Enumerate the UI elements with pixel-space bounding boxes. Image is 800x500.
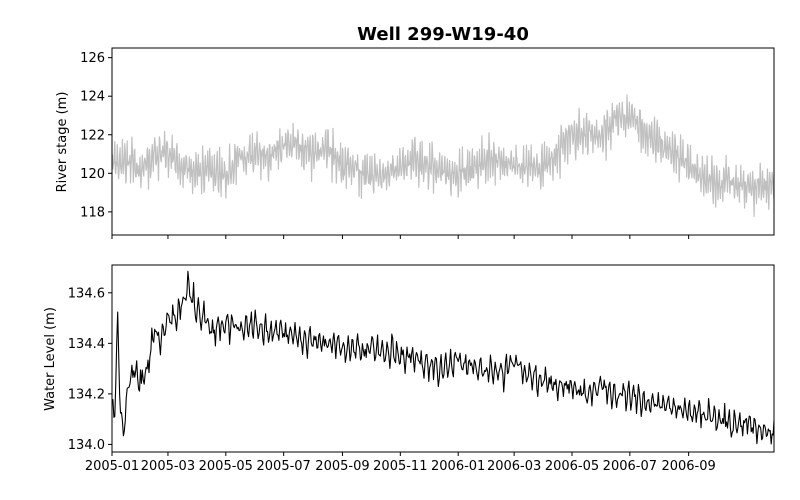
bottom-xtick-label: 2005-07 xyxy=(257,459,311,474)
water-level-series-line xyxy=(111,270,775,445)
top-ytick-label: 122 xyxy=(80,128,105,143)
bottom-plot-area xyxy=(112,265,774,452)
top-ytick-label: 124 xyxy=(80,90,105,105)
water-level-panel: 134.0 134.2 134.4 134.6 2005-01 2005-03 2005-0… xyxy=(43,264,775,474)
bottom-ytick-label: 134.0 xyxy=(68,438,105,453)
top-ylabel: River stage (m) xyxy=(55,92,70,193)
bottom-xtick-label: 2005-05 xyxy=(199,459,253,474)
river-stage-series-line xyxy=(111,94,775,217)
top-ytick-label: 126 xyxy=(80,51,105,66)
bottom-xtick-label: 2006-07 xyxy=(603,459,657,474)
top-frame xyxy=(111,47,775,236)
chart-title: Well 299-W19-40 xyxy=(357,24,529,45)
bottom-xtick-label: 2006-09 xyxy=(661,459,715,474)
bottom-ytick-label: 134.4 xyxy=(68,337,105,352)
bottom-xtick-label: 2005-09 xyxy=(315,459,369,474)
top-ytick-label: 118 xyxy=(80,205,105,220)
bottom-frame xyxy=(111,264,775,453)
bottom-ytick-label: 134.2 xyxy=(68,387,105,402)
bottom-ytick-label: 134.6 xyxy=(68,286,105,301)
bottom-ylabel: Water Level (m) xyxy=(43,307,58,411)
bottom-xtick-label: 2005-03 xyxy=(141,459,195,474)
bottom-xtick-label: 2006-01 xyxy=(431,459,485,474)
bottom-xtick-label: 2005-11 xyxy=(373,459,427,474)
bottom-xtick-label: 2006-03 xyxy=(487,459,541,474)
bottom-xtick-label: 2006-05 xyxy=(545,459,599,474)
river-stage-panel: 118 120 122 124 126 River stage (m) xyxy=(55,47,775,239)
top-ytick-label: 120 xyxy=(80,167,105,182)
bottom-xtick-label: 2005-01 xyxy=(85,459,139,474)
top-plot-area xyxy=(112,48,774,235)
